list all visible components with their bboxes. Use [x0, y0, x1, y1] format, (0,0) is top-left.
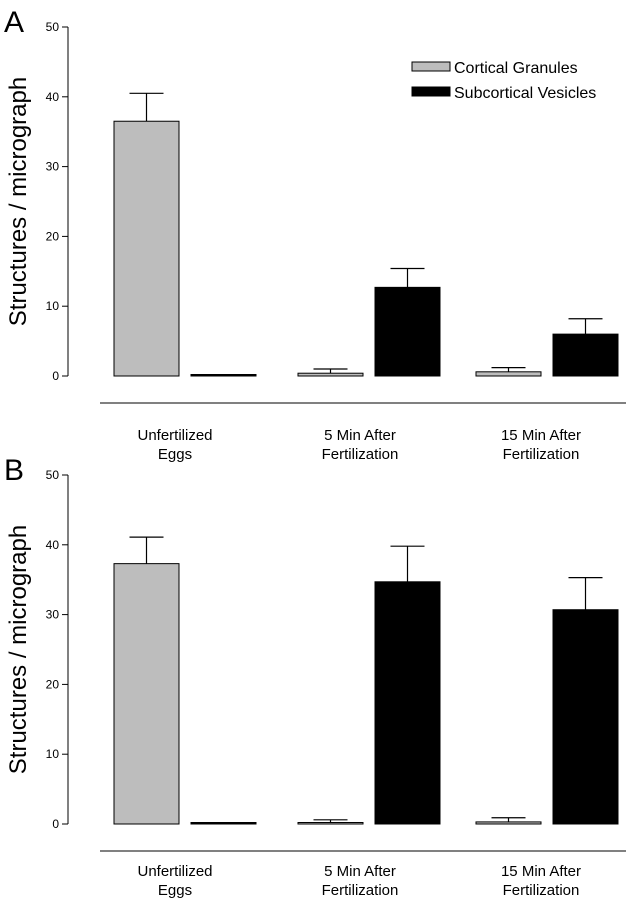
y-tick-label: 50: [46, 20, 60, 34]
y-tick-label: 10: [46, 299, 60, 313]
y-tick-label: 40: [46, 538, 60, 552]
category-label: 15 Min After: [501, 427, 581, 444]
y-axis-label: Structures / micrograph: [5, 525, 32, 774]
bar-subcortical-vesicles-1: [374, 286, 441, 377]
y-tick-label: 50: [46, 468, 60, 482]
category-label: Eggs: [158, 446, 192, 463]
bar-subcortical-vesicles-2: [552, 609, 619, 825]
chart-panel-b: B 0 10 20 30 40 50 Structures / micrograph Unfer…: [4, 454, 626, 899]
y-tick-label: 0: [52, 369, 59, 383]
y-axis-label: Structures / micrograph: [5, 77, 32, 326]
y-tick-label: 10: [46, 747, 60, 761]
y-tick-label: 20: [46, 677, 60, 691]
panel-label: A: [4, 6, 24, 39]
category-label: Fertilization: [503, 446, 580, 463]
y-tick-label: 30: [46, 608, 60, 622]
legend-swatch-cortical-granules: [411, 61, 451, 72]
panel-label: B: [4, 454, 24, 487]
legend: Cortical Granules Subcortical Vesicles: [411, 60, 596, 102]
bar-subcortical-vesicles-0: [190, 822, 257, 825]
category-label: 15 Min After: [501, 863, 581, 880]
category-label: Fertilization: [322, 882, 399, 899]
category-label: Unfertilized: [137, 427, 212, 444]
category-label: 5 Min After: [324, 863, 396, 880]
bar-cortical-granules-2: [475, 371, 542, 377]
bar-cortical-granules-1: [297, 372, 364, 377]
y-tick-label: 30: [46, 160, 60, 174]
bar-cortical-granules-0: [113, 563, 180, 825]
category-label: Eggs: [158, 882, 192, 899]
bar-cortical-granules-2: [475, 821, 542, 825]
bar-subcortical-vesicles-0: [190, 374, 257, 377]
legend-label: Cortical Granules: [454, 60, 578, 77]
y-tick-label: 40: [46, 90, 60, 104]
bar-subcortical-vesicles-2: [552, 333, 619, 377]
chart-panel-a: A 0 10 20 30 40 50 Structures / micrograph Unfer…: [4, 6, 626, 463]
legend-swatch-subcortical-vesicles: [411, 86, 451, 97]
bar-subcortical-vesicles-1: [374, 581, 441, 825]
category-label: Fertilization: [322, 446, 399, 463]
legend-label: Subcortical Vesicles: [454, 85, 596, 102]
bar-cortical-granules-1: [297, 822, 364, 825]
bar-cortical-granules-0: [113, 120, 180, 377]
category-label: 5 Min After: [324, 427, 396, 444]
category-label: Unfertilized: [137, 863, 212, 880]
y-tick-label: 0: [52, 817, 59, 831]
category-label: Fertilization: [503, 882, 580, 899]
y-tick-label: 20: [46, 229, 60, 243]
